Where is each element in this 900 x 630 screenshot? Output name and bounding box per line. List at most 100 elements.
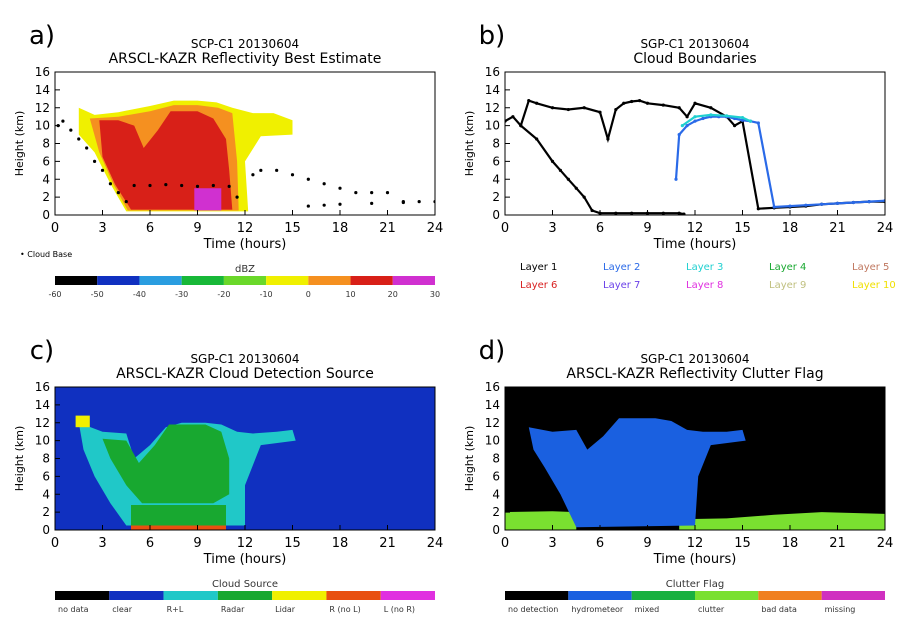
data-point bbox=[582, 106, 586, 110]
cloud-base-point bbox=[306, 204, 310, 208]
y-tick-label: 10 bbox=[35, 434, 50, 448]
y-axis-label: Height (km) bbox=[13, 426, 26, 492]
y-tick-label: 14 bbox=[35, 83, 50, 97]
y-tick-label: 0 bbox=[42, 523, 50, 537]
data-point bbox=[748, 119, 753, 123]
y-tick-label: 8 bbox=[42, 137, 50, 151]
x-tick-label: 9 bbox=[643, 536, 651, 551]
data-point bbox=[637, 99, 642, 103]
colorbar-label: dBZ bbox=[235, 264, 255, 275]
legend-entry: Layer 8 bbox=[686, 280, 723, 291]
data-point bbox=[606, 137, 610, 141]
legend-entry: Layer 3 bbox=[686, 262, 723, 273]
chart-subtitle: ARSCL-KAZR Cloud Detection Source bbox=[116, 366, 374, 382]
cloud-base-point bbox=[306, 177, 310, 181]
chart-subtitle: Cloud Boundaries bbox=[633, 51, 756, 67]
colorbar-tick-label: 30 bbox=[430, 290, 440, 299]
x-tick-label: 6 bbox=[146, 221, 154, 236]
data-point bbox=[685, 124, 689, 128]
colorbar-category-label: mixed bbox=[635, 605, 660, 614]
colorbar-tick-label: -30 bbox=[175, 290, 188, 299]
y-tick-label: 2 bbox=[42, 190, 50, 204]
data-region bbox=[194, 188, 222, 211]
data-point bbox=[756, 121, 760, 125]
data-point bbox=[566, 107, 570, 112]
colorbar-swatch bbox=[505, 591, 569, 600]
cloud-base-point bbox=[77, 137, 81, 141]
x-tick-label: 24 bbox=[877, 536, 894, 551]
y-tick-label: 0 bbox=[492, 523, 500, 537]
x-tick-label: 6 bbox=[146, 536, 154, 551]
colorbar-swatch bbox=[55, 591, 110, 600]
chart-title: SGP-C1 20130604 bbox=[640, 37, 749, 51]
colorbar-label: Clutter Flag bbox=[666, 579, 724, 590]
data-point bbox=[820, 202, 824, 206]
y-tick-label: 14 bbox=[35, 398, 50, 412]
x-tick-label: 12 bbox=[687, 221, 704, 236]
panel-letter: d) bbox=[479, 336, 506, 366]
data-region bbox=[131, 525, 226, 530]
colorbar-category-label: R+L bbox=[167, 605, 184, 614]
cloud-base-point bbox=[385, 191, 390, 195]
x-tick-label: 0 bbox=[501, 221, 509, 236]
x-tick-label: 24 bbox=[427, 536, 444, 551]
cloud-base-point bbox=[251, 173, 255, 177]
x-tick-label: 3 bbox=[98, 536, 106, 551]
x-tick-label: 21 bbox=[829, 221, 846, 236]
data-point bbox=[740, 115, 745, 120]
data-point bbox=[582, 195, 586, 199]
x-tick-label: 0 bbox=[501, 536, 509, 551]
y-tick-label: 10 bbox=[485, 434, 500, 448]
data-point bbox=[535, 101, 539, 105]
x-tick-label: 21 bbox=[829, 536, 846, 551]
y-tick-label: 6 bbox=[42, 469, 50, 483]
chart-subtitle: ARSCL-KAZR Reflectivity Best Estimate bbox=[109, 51, 382, 67]
x-axis-label: Time (hours) bbox=[653, 237, 737, 252]
y-tick-label: 16 bbox=[485, 65, 500, 79]
chart-title: SCP-C1 20130604 bbox=[191, 37, 299, 51]
data-point bbox=[614, 211, 618, 215]
cloud-base-point bbox=[235, 195, 239, 199]
y-axis-label: Height (km) bbox=[463, 111, 476, 177]
y-tick-label: 8 bbox=[492, 137, 500, 151]
legend-entry: Layer 2 bbox=[603, 262, 640, 273]
data-point bbox=[677, 211, 681, 215]
data-point bbox=[835, 201, 840, 205]
panel-letter: b) bbox=[479, 21, 506, 51]
colorbar-category-label: no detection bbox=[508, 605, 558, 614]
colorbar-tick-label: 20 bbox=[388, 290, 398, 299]
x-tick-label: 0 bbox=[51, 221, 59, 236]
y-tick-label: 2 bbox=[492, 505, 500, 519]
data-point bbox=[630, 99, 634, 104]
x-axis-label: Time (hours) bbox=[653, 552, 737, 567]
y-tick-label: 14 bbox=[485, 398, 500, 412]
data-point bbox=[511, 115, 515, 119]
panel-c: c) SGP-C1 20130604 ARSCL-KAZR Cloud Detect… bbox=[0, 315, 450, 630]
colorbar-swatch bbox=[695, 591, 759, 600]
data-region bbox=[99, 111, 233, 210]
colorbar-category-label: missing bbox=[825, 605, 856, 614]
data-point bbox=[558, 168, 563, 172]
cloud-base-point bbox=[322, 203, 326, 207]
x-tick-label: 9 bbox=[193, 221, 201, 236]
y-tick-label: 10 bbox=[35, 119, 50, 133]
cloud-base-point bbox=[322, 182, 326, 186]
data-point bbox=[851, 200, 855, 205]
x-tick-label: 18 bbox=[332, 221, 349, 236]
y-tick-label: 12 bbox=[35, 101, 50, 115]
data-region bbox=[679, 512, 885, 530]
colorbar-swatch bbox=[266, 276, 309, 285]
colorbar-swatch bbox=[631, 591, 695, 600]
data-region bbox=[102, 424, 230, 504]
data-point bbox=[630, 211, 634, 215]
cloud-base-point bbox=[132, 183, 136, 188]
legend-entry: Layer 6 bbox=[520, 280, 557, 291]
data-point bbox=[772, 205, 776, 209]
data-point bbox=[622, 101, 626, 105]
y-tick-label: 0 bbox=[42, 208, 50, 222]
colorbar-label: Cloud Source bbox=[212, 579, 278, 590]
data-point bbox=[867, 199, 871, 204]
y-tick-label: 6 bbox=[492, 154, 500, 168]
